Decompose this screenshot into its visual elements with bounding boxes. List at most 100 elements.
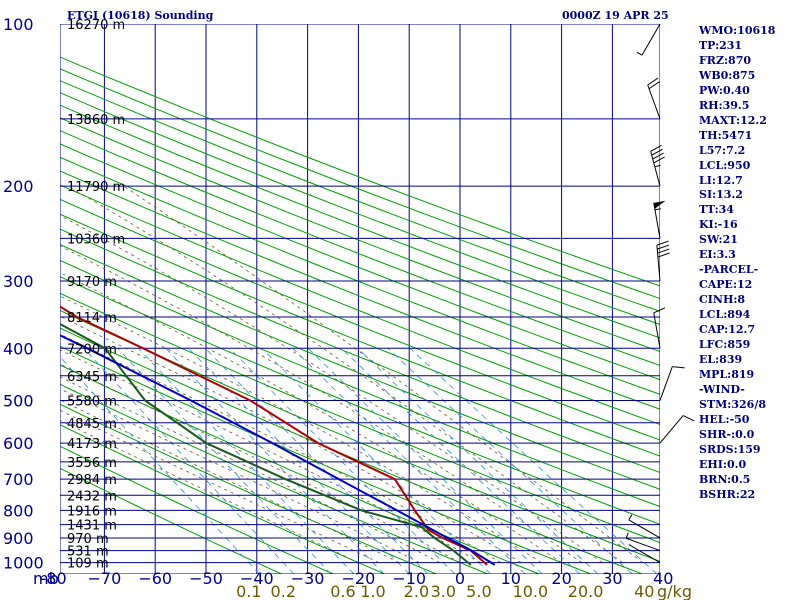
wind-barb bbox=[653, 200, 666, 239]
stat-item: TH:5471 bbox=[699, 128, 753, 142]
stat-item: PW:0.40 bbox=[699, 83, 750, 97]
dry-adiabat bbox=[60, 309, 660, 562]
dry-adiabat bbox=[60, 130, 660, 366]
height-label: 16270 m bbox=[67, 18, 125, 33]
temperature-tick-label: −30 bbox=[291, 569, 325, 588]
wind-barb-half-flag bbox=[654, 164, 661, 168]
wind-barb-flag bbox=[648, 81, 660, 90]
stat-item: FRZ:870 bbox=[699, 53, 752, 67]
mixing-ratio-tick-label: 2.0 bbox=[404, 582, 429, 600]
wind-barb bbox=[650, 144, 665, 187]
stat-item: -WIND- bbox=[699, 382, 745, 396]
parcel-line bbox=[60, 334, 496, 566]
temperature-tick-label: −50 bbox=[189, 569, 223, 588]
temperature-line bbox=[60, 305, 488, 566]
wind-barb bbox=[659, 366, 685, 401]
mixing-ratio-line bbox=[387, 348, 633, 574]
pressure-tick-label: 300 bbox=[3, 272, 34, 291]
pressure-tick-label: 800 bbox=[3, 501, 34, 520]
temperature-tick-label: −10 bbox=[392, 569, 426, 588]
temperature-tick-label: 30 bbox=[602, 569, 622, 588]
height-label: 5580 m bbox=[67, 394, 117, 409]
height-label: 6345 m bbox=[67, 370, 117, 385]
height-label: 4845 m bbox=[67, 417, 117, 432]
mixing-ratio-tick-label: 5.0 bbox=[466, 582, 491, 600]
wind-barb-staff bbox=[653, 312, 661, 349]
mixing-ratio-unit-label: g/kg bbox=[657, 582, 692, 600]
dry-adiabat bbox=[60, 403, 437, 574]
temperature-tick-label: −20 bbox=[342, 569, 376, 588]
dry-adiabat bbox=[60, 467, 282, 574]
dry-adiabat bbox=[60, 292, 660, 544]
dry-adiabat bbox=[60, 117, 660, 353]
mixing-ratio-tick-label: 3.0 bbox=[431, 582, 456, 600]
height-label: 4173 m bbox=[67, 437, 117, 452]
wind-barb-flag bbox=[650, 144, 662, 152]
mixing-ratio-line bbox=[60, 356, 260, 574]
stat-item: WMO:10618 bbox=[699, 24, 776, 37]
stat-item: SI:13.2 bbox=[699, 188, 743, 202]
wind-barb bbox=[628, 544, 661, 564]
wind-barb-half-flag bbox=[654, 208, 661, 211]
dry-adiabat bbox=[60, 345, 591, 574]
stat-item: LCL:950 bbox=[699, 158, 751, 172]
pressure-tick-label: 600 bbox=[3, 434, 34, 453]
dewpoint-line bbox=[60, 322, 472, 566]
wind-barb-flag bbox=[682, 415, 695, 422]
pressure-tick-label: 700 bbox=[3, 470, 34, 489]
wind-barbs bbox=[625, 23, 695, 564]
wind-barb-flag bbox=[657, 244, 670, 250]
wind-barb bbox=[659, 415, 695, 444]
stat-item: SW:21 bbox=[699, 233, 738, 247]
stat-item: -PARCEL- bbox=[699, 263, 759, 277]
moist-adiabat bbox=[60, 215, 603, 563]
dry-adiabat bbox=[60, 213, 660, 457]
height-label: 1916 m bbox=[67, 504, 117, 519]
stat-item: MPL:819 bbox=[699, 367, 755, 381]
stat-item: EI:3.3 bbox=[699, 248, 736, 262]
stat-item: TT:34 bbox=[699, 203, 734, 217]
wind-barb-flag bbox=[672, 366, 685, 369]
wind-barb-half-flag bbox=[636, 51, 643, 56]
height-label: 109 m bbox=[67, 557, 109, 572]
stat-item: LI:12.7 bbox=[699, 173, 743, 187]
pressure-tick-label: 100 bbox=[3, 15, 34, 34]
stat-item: EL:839 bbox=[699, 352, 743, 366]
wind-barb-pennant bbox=[653, 200, 666, 209]
dry-adiabat bbox=[60, 383, 488, 574]
wind-barb bbox=[647, 77, 661, 120]
pressure-tick-label: 200 bbox=[3, 177, 34, 196]
stat-item: MAXT:12.2 bbox=[699, 113, 767, 127]
stat-item: BSHR:22 bbox=[699, 487, 756, 501]
dry-adiabat bbox=[60, 56, 660, 287]
wind-barb-flag bbox=[653, 307, 666, 314]
stat-item: SRDS:159 bbox=[699, 442, 761, 456]
temperature-tick-label: 10 bbox=[501, 569, 521, 588]
wind-barb bbox=[625, 532, 661, 552]
temperature-tick-label: −60 bbox=[138, 569, 172, 588]
isobar-lines bbox=[60, 24, 660, 574]
height-label: 970 m bbox=[67, 532, 109, 547]
stat-item: CINH:8 bbox=[699, 293, 746, 307]
temperature-tick-label: 40 bbox=[653, 569, 673, 588]
dry-adiabat bbox=[60, 259, 660, 508]
dry-adiabat bbox=[60, 80, 660, 312]
wind-barb-half-flag bbox=[625, 532, 629, 539]
height-label: 10360 m bbox=[67, 232, 125, 247]
moist-adiabat bbox=[60, 363, 461, 563]
wind-barb-staff bbox=[628, 544, 661, 564]
dry-adiabat bbox=[60, 184, 660, 425]
temperature-tick-label: −70 bbox=[88, 569, 122, 588]
wind-barb-flag bbox=[651, 148, 663, 156]
mixing-ratio-tick-label: 10.0 bbox=[513, 582, 549, 600]
mixing-ratio-tick-label: 40 bbox=[634, 582, 654, 600]
height-label: 7200 m bbox=[67, 342, 117, 357]
pressure-tick-label: 1000 bbox=[3, 554, 44, 573]
stat-item: L57:7.2 bbox=[699, 143, 746, 157]
sounding-indices: WMO:10618 TP:231 FRZ:870 WB0:875 PW:0.40 RH:3… bbox=[699, 24, 775, 503]
wind-barb-half-flag bbox=[628, 514, 633, 521]
stat-item: BRN:0.5 bbox=[699, 472, 751, 486]
mixing-ratio-line bbox=[188, 348, 410, 574]
wind-barb-flag bbox=[656, 240, 669, 246]
